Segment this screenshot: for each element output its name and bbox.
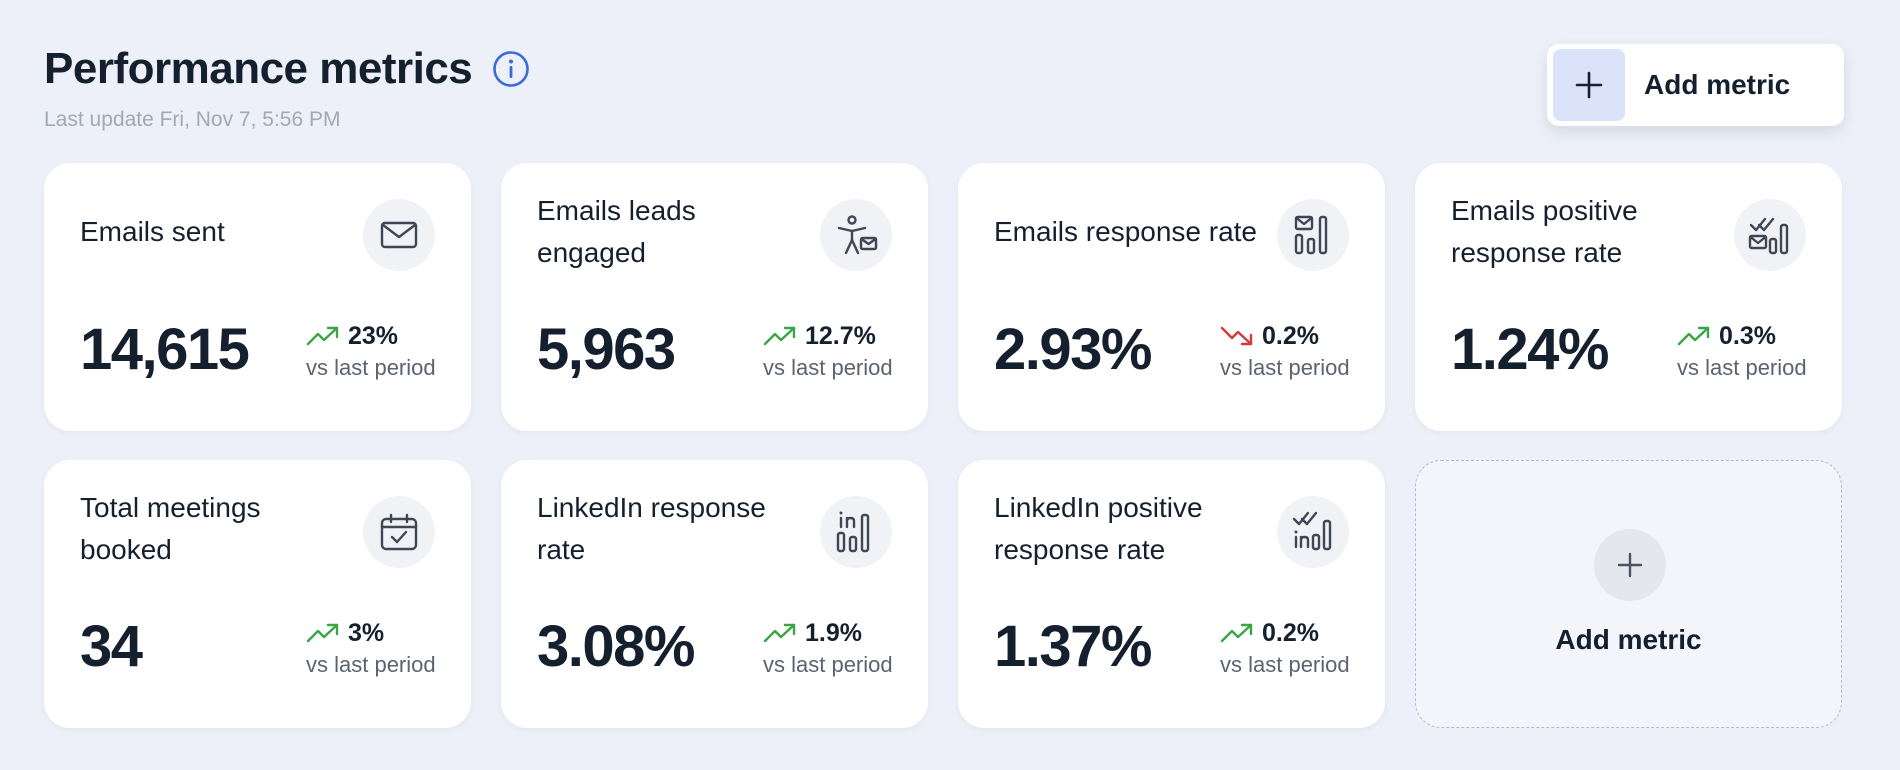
metric-title: LinkedIn response rate xyxy=(537,492,766,565)
calendar-check-icon xyxy=(363,496,435,568)
trend-caption: vs last period xyxy=(1677,355,1807,380)
metric-title: LinkedIn positive response rate xyxy=(994,492,1203,565)
metric-title: Total meetings booked xyxy=(80,492,261,565)
add-metric-button[interactable]: Add metric xyxy=(1547,44,1844,126)
trend-up-icon xyxy=(306,622,340,644)
metric-value: 1.24% xyxy=(1451,317,1609,382)
trend-up-icon xyxy=(763,622,797,644)
trend-caption: vs last period xyxy=(306,652,436,677)
trend-up-icon xyxy=(763,325,797,347)
page-title: Performance metrics xyxy=(44,44,473,93)
metrics-grid: Emails sent 14,615 23% vs last period Em… xyxy=(44,163,1842,728)
trend-block: 1.9% vs last period xyxy=(763,618,893,678)
person-mail-icon xyxy=(820,199,892,271)
info-icon[interactable] xyxy=(492,50,530,88)
last-update-text: Last update Fri, Nov 7, 5:56 PM xyxy=(44,108,341,131)
trend-up-icon xyxy=(1220,622,1254,644)
page-header: Performance metrics Last update Fri, Nov… xyxy=(44,44,530,132)
mail-check-chart-icon xyxy=(1734,199,1806,271)
metric-title: Emails response rate xyxy=(994,216,1258,247)
trend-block: 0.2% vs last period xyxy=(1220,321,1350,381)
add-metric-button-label: Add metric xyxy=(1644,69,1791,100)
metric-value: 1.37% xyxy=(994,614,1152,679)
trend-percentage: 12.7% xyxy=(805,321,876,350)
trend-caption: vs last period xyxy=(1220,355,1350,380)
linkedin-check-chart-icon xyxy=(1277,496,1349,568)
trend-block: 12.7% vs last period xyxy=(763,321,893,381)
plus-icon xyxy=(1594,529,1666,601)
trend-percentage: 1.9% xyxy=(805,618,862,647)
metric-value: 2.93% xyxy=(994,317,1152,382)
trend-up-icon xyxy=(1677,325,1711,347)
trend-up-icon xyxy=(306,325,340,347)
trend-block: 3% vs last period xyxy=(306,618,436,678)
mail-bar-chart-icon xyxy=(1277,199,1349,271)
trend-percentage: 0.3% xyxy=(1719,321,1776,350)
trend-caption: vs last period xyxy=(763,652,893,677)
linkedin-bar-chart-icon xyxy=(820,496,892,568)
metric-card-emails-response-rate[interactable]: Emails response rate 2.93% 0.2% vs last … xyxy=(958,163,1385,431)
title-row: Performance metrics xyxy=(44,44,530,94)
plus-icon xyxy=(1553,49,1625,121)
trend-caption: vs last period xyxy=(1220,652,1350,677)
metric-title: Emails positive response rate xyxy=(1451,195,1638,268)
add-metric-card-label: Add metric xyxy=(1555,624,1702,655)
metric-card-linkedin-response-rate[interactable]: LinkedIn response rate 3.08% 1.9% xyxy=(501,460,928,728)
trend-block: 0.2% vs last period xyxy=(1220,618,1350,678)
trend-percentage: 0.2% xyxy=(1262,618,1319,647)
metric-title: Emails sent xyxy=(80,216,225,247)
metric-value: 34 xyxy=(80,614,143,679)
metric-title: Emails leads engaged xyxy=(537,195,696,268)
trend-caption: vs last period xyxy=(306,355,436,380)
envelope-icon xyxy=(363,199,435,271)
metric-value: 5,963 xyxy=(537,317,676,382)
trend-percentage: 0.2% xyxy=(1262,321,1319,350)
metric-card-emails-leads-engaged[interactable]: Emails leads engaged 5,963 12.7% xyxy=(501,163,928,431)
trend-block: 0.3% vs last period xyxy=(1677,321,1807,381)
trend-percentage: 23% xyxy=(348,321,399,350)
metric-value: 14,615 xyxy=(80,317,250,382)
add-metric-card[interactable]: Add metric xyxy=(1415,460,1842,728)
trend-percentage: 3% xyxy=(348,618,385,647)
metric-card-total-meetings-booked[interactable]: Total meetings booked 34 3% vs last peri… xyxy=(44,460,471,728)
metric-card-linkedin-positive-response-rate[interactable]: LinkedIn positive response rate 1.37% xyxy=(958,460,1385,728)
trend-caption: vs last period xyxy=(763,355,893,380)
metric-card-emails-positive-response-rate[interactable]: Emails positive response rate 1.24% 0.3% xyxy=(1415,163,1842,431)
trend-block: 23% vs last period xyxy=(306,321,436,381)
trend-down-icon xyxy=(1220,325,1254,347)
metric-value: 3.08% xyxy=(537,614,695,679)
metric-card-emails-sent[interactable]: Emails sent 14,615 23% vs last period xyxy=(44,163,471,431)
